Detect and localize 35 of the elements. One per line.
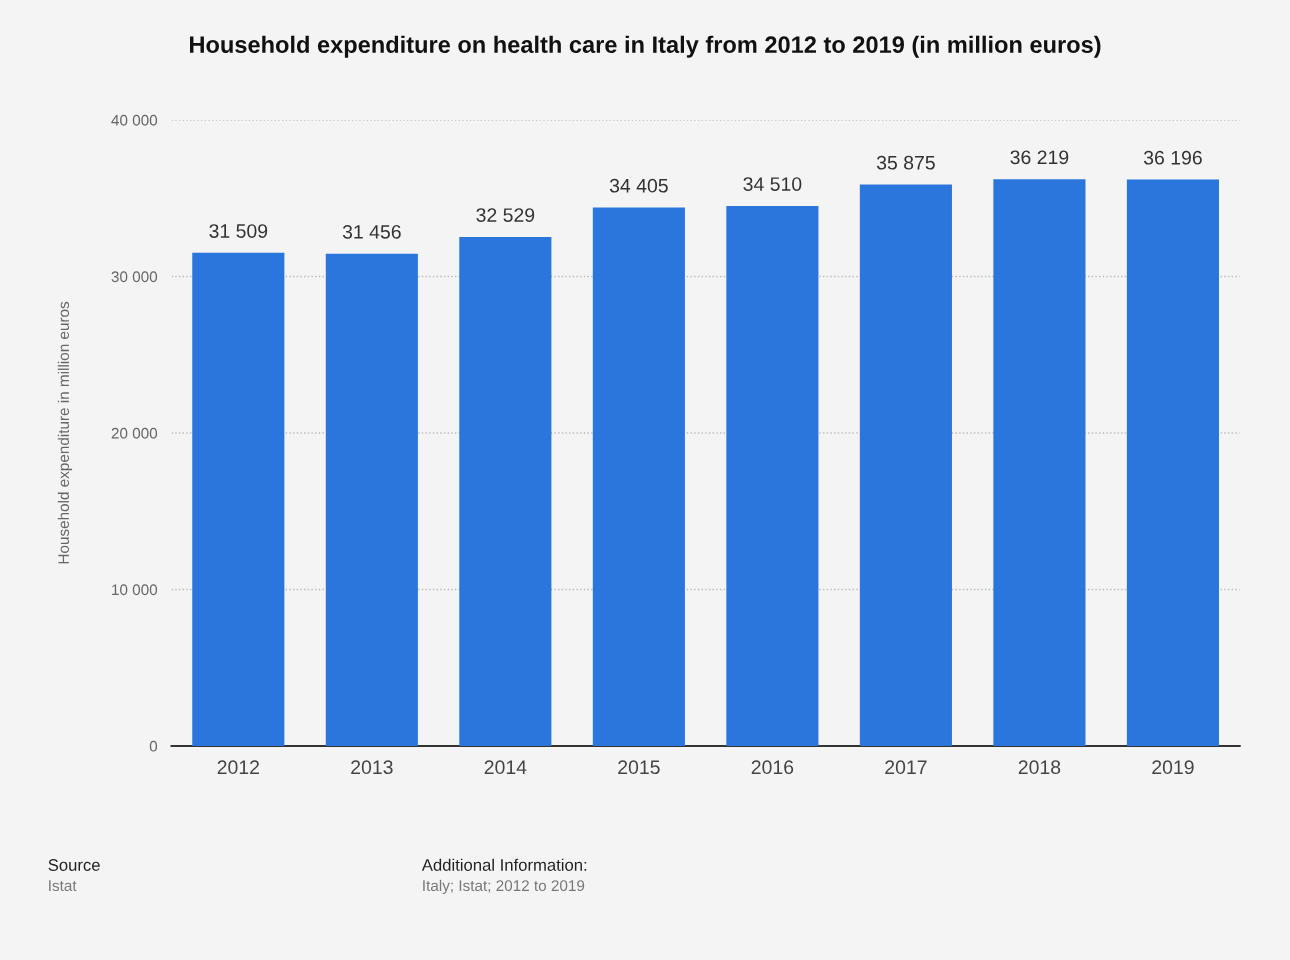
x-tick-label: 2019 — [1152, 760, 1194, 775]
y-tick-label: 40 000 — [111, 114, 158, 126]
x-tick-label: 2013 — [351, 760, 393, 775]
text: Italy; Istat; 2012 to 2019 — [423, 879, 585, 895]
data-label: 36 196 — [1143, 150, 1202, 165]
data-label: 31 509 — [209, 224, 268, 238]
x-tick-label: 2016 — [751, 760, 794, 775]
bar — [859, 184, 952, 746]
y-tick-label: 10 000 — [112, 584, 158, 596]
data-label: 31 456 — [342, 224, 401, 239]
bar — [592, 207, 685, 746]
bar — [726, 205, 819, 746]
bar — [459, 236, 552, 746]
x-tick-label: 2014 — [484, 760, 527, 775]
x-tick-label: 2012 — [217, 760, 259, 775]
bar — [192, 252, 285, 746]
x-tick-label: 2015 — [618, 760, 660, 775]
x-tick-label: 2018 — [1018, 760, 1061, 775]
text: Istat — [49, 880, 77, 892]
bar — [1126, 179, 1219, 746]
x-tick-label: 2017 — [885, 760, 927, 775]
text: Source — [48, 859, 100, 871]
y-tick-label: 0 — [149, 740, 158, 752]
data-label: 34 405 — [609, 178, 668, 193]
bar — [325, 253, 418, 746]
y-tick-label: 30 000 — [111, 271, 158, 283]
data-label: 32 529 — [476, 208, 535, 222]
data-label: 36 219 — [1010, 150, 1069, 165]
bar — [993, 179, 1086, 746]
y-axis-title: Household expenditure in million euros — [57, 301, 73, 564]
chart-title: Household expenditure on health care in Italy from 2012 to 2019 (in million euros) — [190, 35, 1101, 58]
data-label: 35 875 — [876, 155, 935, 170]
text: Additional Information: — [421, 858, 587, 871]
y-tick-label: 20 000 — [111, 427, 158, 439]
data-label: 34 510 — [743, 177, 802, 191]
